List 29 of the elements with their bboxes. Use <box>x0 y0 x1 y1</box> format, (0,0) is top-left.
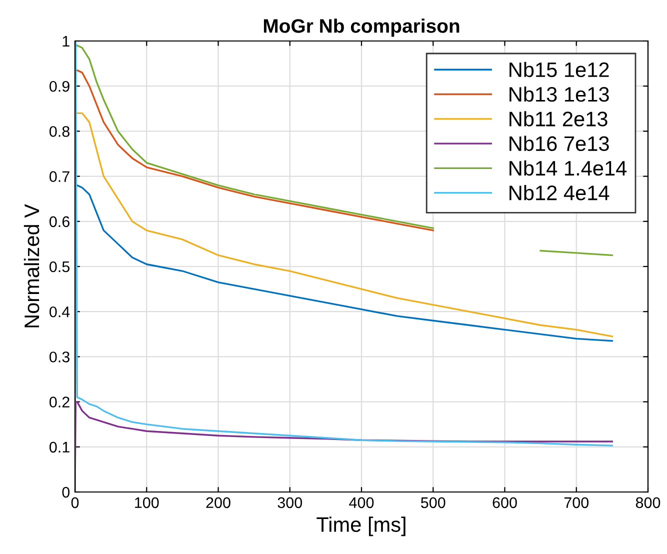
y-tick-label: 0.1 <box>50 442 70 453</box>
x-tick-label: 600 <box>492 497 517 508</box>
y-tick-label: 0.4 <box>50 306 70 318</box>
x-tick-label: 800 <box>636 497 660 508</box>
legend-label: Nb15 1e12 <box>510 62 609 78</box>
y-tick-label: 0.6 <box>50 216 70 228</box>
y-tick-label: 0.2 <box>50 396 70 408</box>
y-tick-label: 0.3 <box>50 352 70 362</box>
x-axis-title: Time [ms] <box>316 516 406 536</box>
legend-label: Nb12 4e14 <box>510 184 610 200</box>
y-tick-label: 0.7 <box>50 171 70 182</box>
y-tick-label: 0.8 <box>50 126 70 137</box>
y-axis-title: Normalized V <box>24 204 40 328</box>
y-tick-label: 1 <box>62 36 70 47</box>
x-tick-label: 300 <box>278 497 302 508</box>
x-tick-label: 500 <box>420 497 446 508</box>
y-tick-label: 0.5 <box>50 261 70 272</box>
x-tick-label: 700 <box>564 497 589 508</box>
x-tick-label: 400 <box>349 497 374 508</box>
legend-label: Nb14 1.4e14 <box>510 160 627 176</box>
chart-title: MoGr Nb comparison <box>264 18 460 37</box>
x-tick-label: 100 <box>135 497 159 508</box>
x-tick-label: 200 <box>206 497 230 508</box>
legend-label: Nb13 1e13 <box>510 86 609 102</box>
legend-label: Nb16 7e13 <box>510 136 609 152</box>
legend-label: Nb11 2e13 <box>510 111 608 126</box>
x-tick-label: 0 <box>71 497 79 508</box>
y-tick-label: 0 <box>62 486 70 498</box>
y-tick-label: 0.9 <box>50 80 70 92</box>
